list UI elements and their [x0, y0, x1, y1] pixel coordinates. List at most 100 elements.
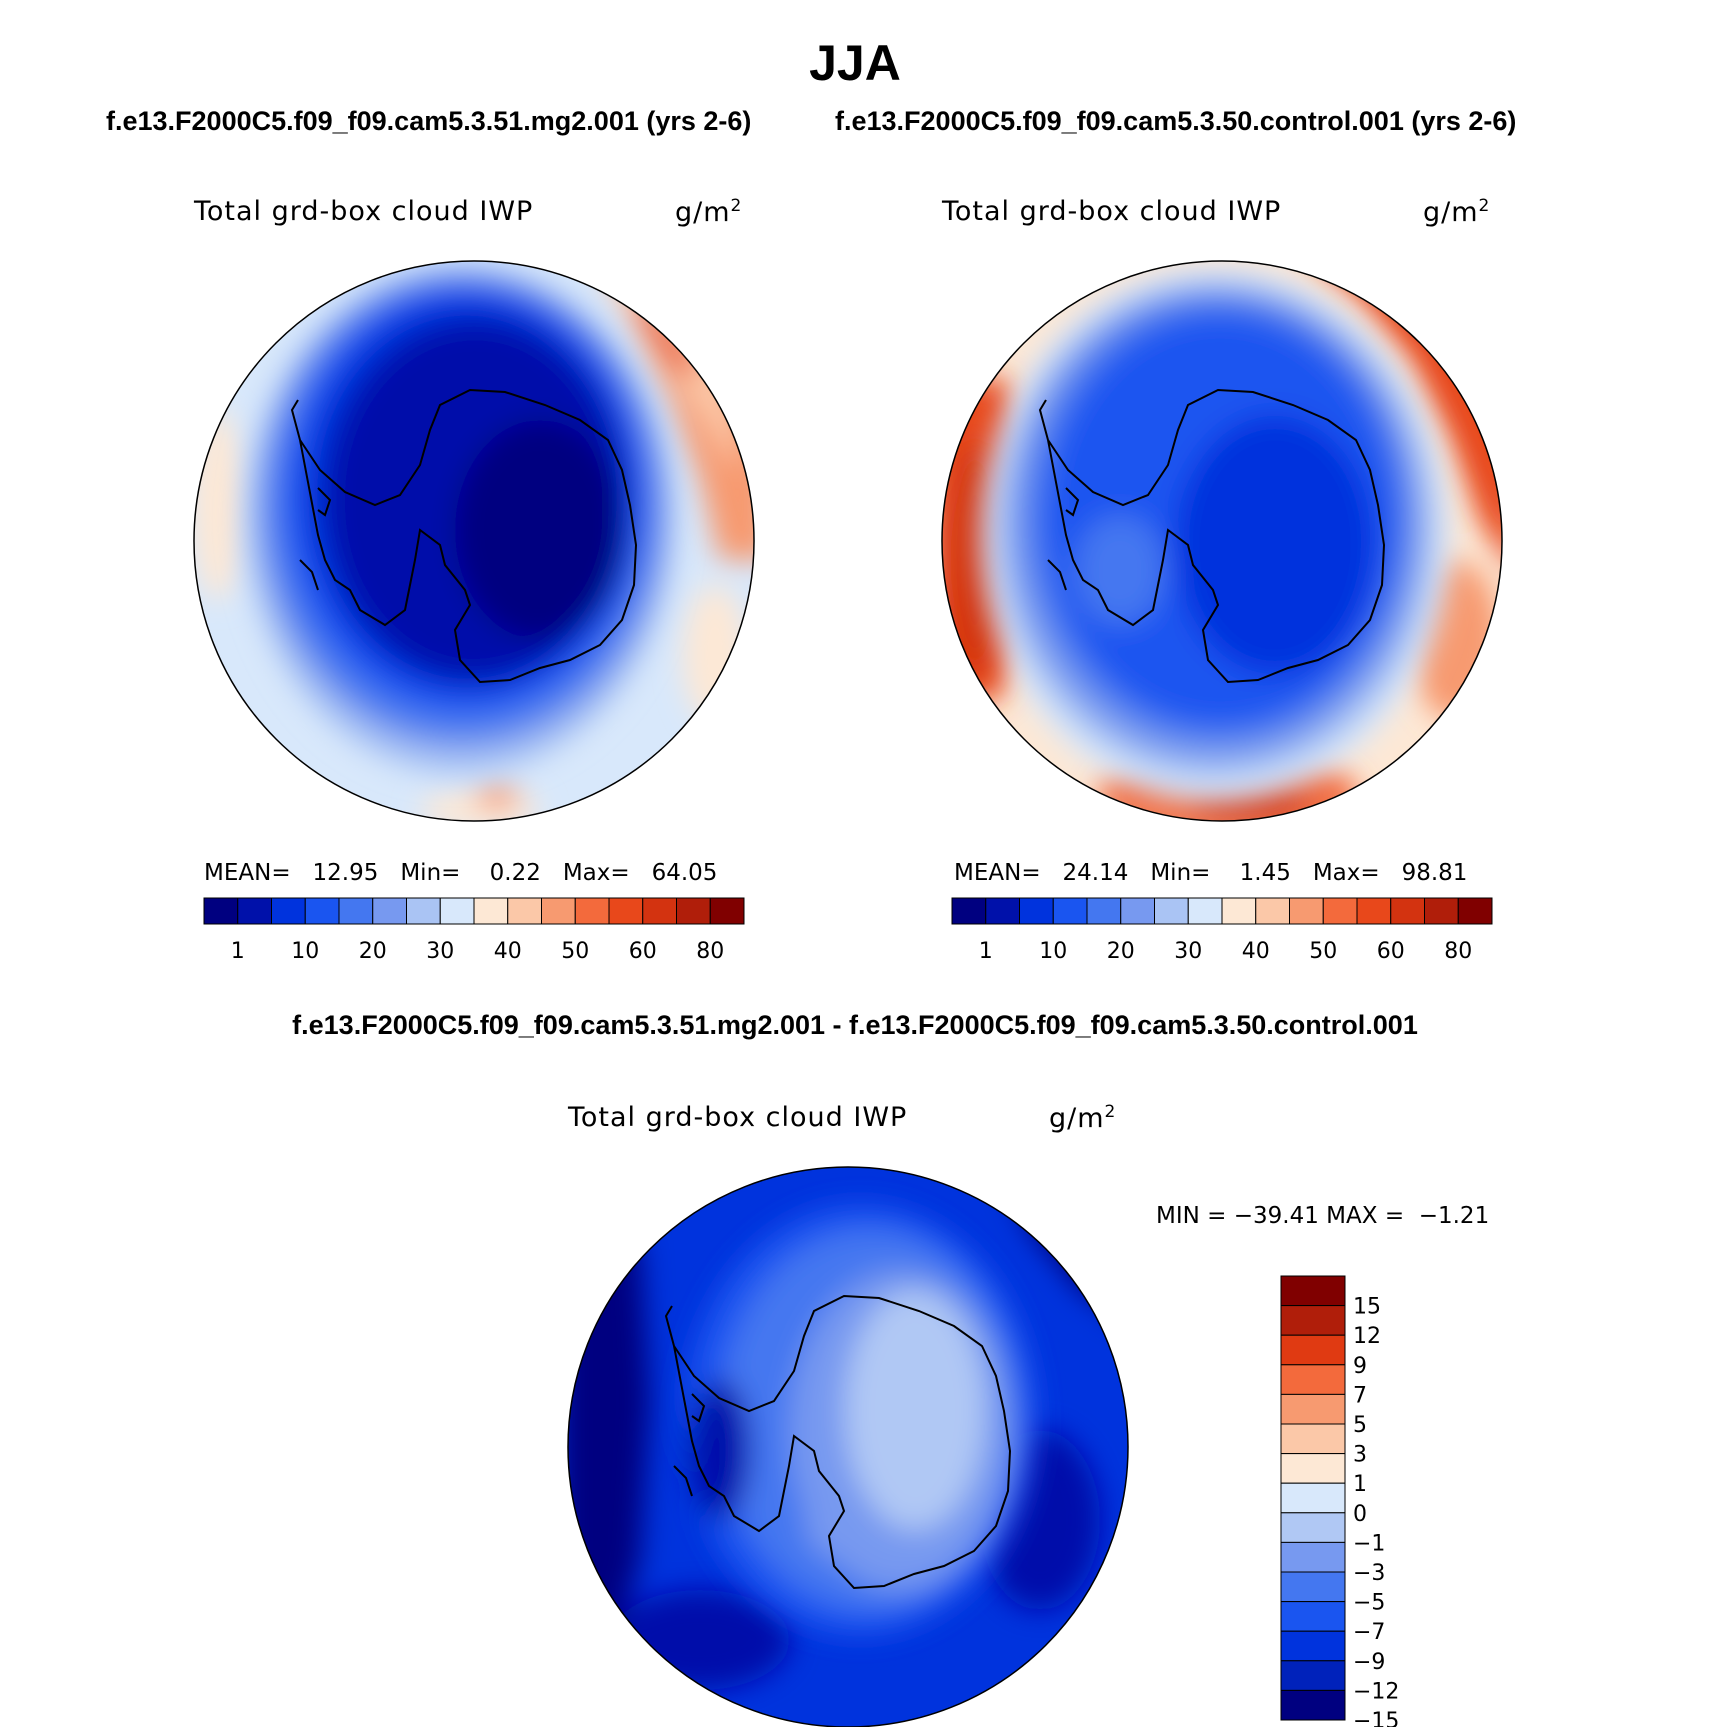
panel3-peninsula	[664, 1305, 706, 1497]
panel1-peninsula	[290, 399, 332, 591]
panel1-colorbar-swatch	[203, 897, 239, 925]
panel2-peninsula	[1038, 399, 1080, 591]
panel1-colorbar-swatch	[439, 897, 475, 925]
panel1-colorbar-swatch	[473, 897, 509, 925]
panel3-colorbar-tick-label: 12	[1353, 1324, 1381, 1349]
panel1-colorbar-swatch	[709, 897, 745, 925]
panel1-colorbar-swatch	[541, 897, 576, 925]
panel3-colorbar-tick-label: 7	[1353, 1383, 1367, 1408]
panel1-colorbar-swatch	[642, 897, 677, 925]
panel2-colorbar-swatch	[1390, 897, 1425, 925]
panel2-colorbar-swatch	[1154, 897, 1189, 925]
panel3-colorbar-swatch	[1280, 1334, 1346, 1366]
panel3-title: Total grd-box cloud IWP	[568, 1102, 908, 1133]
panel2-colorbar-tick-label: 40	[1242, 939, 1270, 964]
panel3-stats: MIN = −39.41 MAX = −1.21	[1156, 1203, 1490, 1229]
panel1-colorbar-swatch	[676, 897, 711, 925]
panel3-colorbar-tick-label: −7	[1353, 1620, 1385, 1645]
panel2-colorbar-tick-label: 60	[1377, 939, 1405, 964]
panel1-colorbar-swatch	[271, 897, 306, 925]
panel3-colorbar-tick-label: 3	[1353, 1443, 1367, 1468]
panel1-colorbar-tick-label: 80	[696, 939, 724, 964]
panel2-colorbar-swatch	[1019, 897, 1054, 925]
panel1-colorbar: 1 10 20 30 40 50 60 80	[203, 897, 745, 964]
panel1-boundary	[193, 260, 755, 822]
panel2-colorbar-swatch	[1457, 897, 1493, 925]
panel2-colorbar: 1 10 20 30 40 50 60 80	[951, 897, 1493, 964]
panel1-map	[194, 261, 754, 821]
panel3-colorbar-tick-label: 15	[1353, 1295, 1381, 1320]
panel3-colorbar-swatch	[1280, 1541, 1346, 1573]
panel3-colorbar-tick-label: 1	[1353, 1472, 1367, 1497]
panel3-colorbar-swatch	[1280, 1275, 1346, 1307]
panel2-colorbar-tick-label: 30	[1174, 939, 1202, 964]
panel3-colorbar-swatch	[1280, 1630, 1346, 1662]
panel3-colorbar-tick-label: −1	[1353, 1531, 1385, 1556]
panel1-units: g/m2	[675, 196, 743, 228]
panel3-colorbar-tick-label: 0	[1353, 1502, 1367, 1527]
panel2-colorbar-swatch	[1052, 897, 1088, 925]
panel1-colorbar-tick-label: 30	[426, 939, 454, 964]
panel3-colorbar-tick-label: 9	[1353, 1354, 1367, 1379]
panel2-colorbar-swatch	[1086, 897, 1122, 925]
panel1-colorbar-swatch	[338, 897, 374, 925]
panel3-colorbar-swatch	[1280, 1660, 1346, 1691]
panel2-colorbar-swatch	[951, 897, 987, 925]
figure-title: JJA	[809, 35, 901, 91]
panel3-colorbar-swatch	[1280, 1689, 1346, 1721]
panel2-colorbar-swatch	[985, 897, 1020, 925]
panel3-colorbar-swatch	[1280, 1601, 1346, 1632]
panel3-boundary	[567, 1166, 1129, 1727]
panel3-colorbar-tick-label: 5	[1353, 1413, 1367, 1438]
panel3-colorbar-swatch	[1280, 1482, 1346, 1514]
panel2-antarctica-coastline	[1047, 388, 1386, 684]
panel2-colorbar-swatch	[1255, 897, 1290, 925]
panel3-colorbar-swatch	[1280, 1364, 1346, 1395]
panel3-antarctica-coastline	[673, 1294, 1012, 1590]
panel3-colorbar-tick-label: −9	[1353, 1650, 1385, 1675]
panel3-colorbar-swatch	[1280, 1512, 1346, 1543]
panel1-title: Total grd-box cloud IWP	[194, 196, 534, 227]
panel1-colorbar-swatch	[507, 897, 542, 925]
panel3-units: g/m2	[1049, 1102, 1117, 1134]
panel2-stats: MEAN= 24.14 Min= 1.45 Max= 98.81	[954, 860, 1468, 886]
panel3-colorbar-swatch	[1280, 1423, 1346, 1455]
panel1-antarctica-coastline	[299, 388, 638, 684]
panel3-colorbar-swatch	[1280, 1393, 1346, 1425]
panel2-title: Total grd-box cloud IWP	[942, 196, 1282, 227]
panel1-colorbar-swatch	[608, 897, 644, 925]
panel1-stats: MEAN= 12.95 Min= 0.22 Max= 64.05	[204, 860, 718, 886]
panel3-colorbar-tick-label: −12	[1353, 1679, 1399, 1704]
panel3-colorbar-swatch	[1280, 1571, 1346, 1603]
panel1-colorbar-tick-label: 20	[359, 939, 387, 964]
panel2-boundary	[941, 260, 1503, 822]
panel2-colorbar-swatch	[1187, 897, 1223, 925]
panel3-colorbar-tick-label: −3	[1353, 1561, 1385, 1586]
panel1-colorbar-tick-label: 1	[231, 939, 245, 964]
panel1-colorbar-swatch	[237, 897, 272, 925]
panel3-colorbar-swatch	[1280, 1453, 1346, 1484]
panel2-colorbar-tick-label: 1	[979, 939, 993, 964]
panel2-colorbar-tick-label: 50	[1309, 939, 1337, 964]
panel1-colorbar-swatch	[406, 897, 441, 925]
panel2-colorbar-swatch	[1322, 897, 1358, 925]
case2-title: f.e13.F2000C5.f09_f09.cam5.3.50.control.…	[835, 106, 1517, 136]
panel1-colorbar-swatch	[372, 897, 407, 925]
panel3-colorbar-tick-label: −15	[1353, 1709, 1399, 1727]
panel2-map	[942, 261, 1502, 821]
panel1-colorbar-tick-label: 10	[291, 939, 319, 964]
case1-title: f.e13.F2000C5.f09_f09.cam5.3.51.mg2.001 …	[106, 106, 752, 136]
panel1-colorbar-tick-label: 40	[494, 939, 522, 964]
panel1-colorbar-tick-label: 50	[561, 939, 589, 964]
panel3-colorbar-swatch	[1280, 1305, 1346, 1336]
panel2-colorbar-swatch	[1221, 897, 1257, 925]
panel1-colorbar-swatch	[574, 897, 610, 925]
panel2-colorbar-tick-label: 20	[1107, 939, 1135, 964]
difference-title: f.e13.F2000C5.f09_f09.cam5.3.51.mg2.001 …	[292, 1010, 1418, 1040]
panel2-colorbar-swatch	[1120, 897, 1155, 925]
panel1-colorbar-swatch	[304, 897, 340, 925]
panel2-colorbar-swatch	[1289, 897, 1324, 925]
panel2-colorbar-swatch	[1424, 897, 1459, 925]
panel2-units: g/m2	[1423, 196, 1491, 228]
